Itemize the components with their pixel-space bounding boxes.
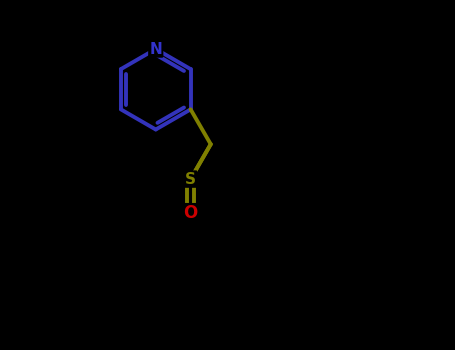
- Text: N: N: [149, 42, 162, 56]
- Text: O: O: [183, 204, 198, 222]
- Text: S: S: [185, 172, 196, 187]
